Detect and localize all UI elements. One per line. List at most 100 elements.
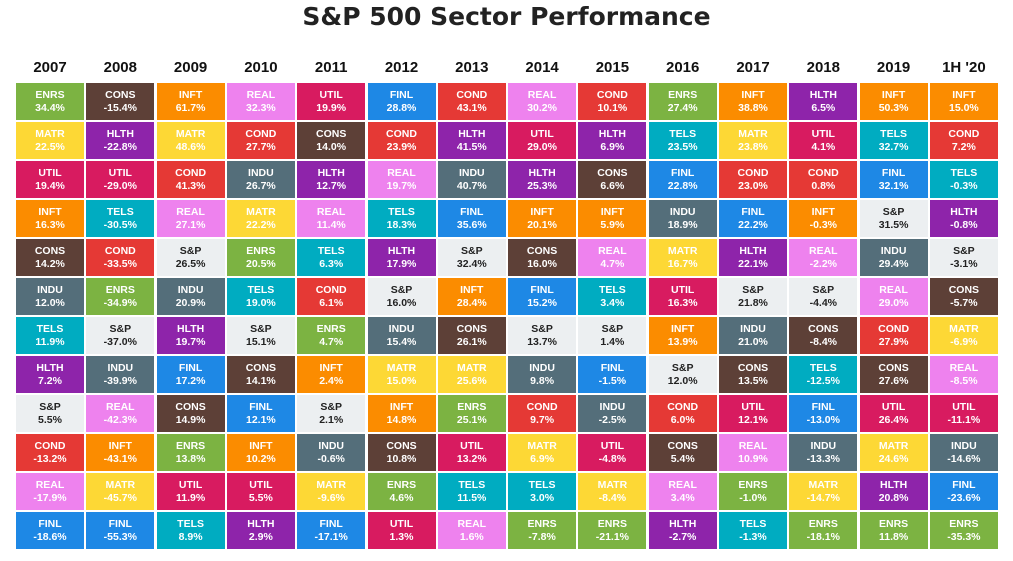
sector-return: 19.4% (35, 180, 65, 192)
sector-label: INDU (880, 245, 907, 257)
sector-return: 32.1% (878, 180, 909, 192)
sector-cell: S&P 32.4% (437, 239, 506, 276)
sector-cell: COND 6.0% (648, 395, 717, 432)
sector-cell: INDU 29.4% (859, 239, 928, 276)
sector-label: REAL (35, 479, 65, 491)
sector-return: -2.7% (668, 531, 697, 543)
sector-cell: COND -33.5% (86, 239, 155, 276)
sector-return: 4.6% (389, 492, 414, 504)
sector-return: 22.1% (738, 258, 768, 270)
sector-return: 16.3% (35, 219, 65, 231)
sector-label: UTIL (460, 440, 484, 452)
sector-cell: ENRS -1.0% (719, 473, 787, 510)
sector-return: 31.5% (878, 219, 909, 231)
sector-label: HLTH (36, 362, 64, 374)
sector-label: INFT (811, 206, 835, 218)
sector-label: CONS (34, 245, 66, 257)
sector-label: INDU (740, 323, 766, 335)
sector-cell: MATR 16.7% (648, 239, 717, 276)
sector-return: -0.8% (950, 219, 978, 231)
sector-return: 10.8% (386, 453, 417, 465)
sector-label: UTIL (600, 440, 625, 452)
column-header: 2012 (384, 59, 419, 76)
sector-label: ENRS (457, 401, 487, 413)
sector-return: 14.8% (386, 414, 417, 426)
sector-label: COND (526, 401, 558, 413)
sector-label: TELS (809, 362, 837, 374)
sector-label: MATR (316, 479, 346, 491)
sector-cell: HLTH 12.7% (297, 161, 366, 198)
sector-label: COND (34, 440, 66, 452)
sector-return: 5.9% (600, 219, 625, 231)
sector-label: INFT (600, 206, 625, 218)
sector-return: 13.5% (738, 375, 768, 387)
sector-cell: COND 23.0% (719, 161, 787, 198)
sector-cell: COND 6.1% (297, 278, 366, 315)
sector-label: TELS (388, 206, 415, 218)
sector-label: MATR (175, 128, 206, 140)
sector-cell: TELS 8.9% (156, 512, 225, 549)
sector-label: ENRS (176, 440, 206, 452)
sector-label: INFT (319, 362, 343, 374)
sector-cell: S&P 2.1% (297, 395, 366, 432)
sector-cell: INDU 15.4% (367, 317, 436, 354)
sector-label: TELS (880, 128, 908, 140)
sector-return: 19.9% (316, 102, 347, 114)
sector-return: -8.4% (598, 492, 627, 504)
sector-cell: UTIL -29.0% (86, 161, 155, 198)
sector-cell: INDU 9.8% (508, 356, 577, 393)
sector-label: FINL (108, 518, 132, 530)
sector-return: -13.2% (33, 453, 67, 465)
sector-return: -14.7% (806, 492, 840, 504)
sector-label: HLTH (669, 518, 697, 530)
sector-return: 7.2% (38, 375, 62, 387)
sector-cell: FINL -18.6% (16, 512, 84, 549)
sector-return: 7.2% (951, 141, 976, 153)
sector-cell: TELS -12.5% (789, 356, 858, 393)
sector-cell: ENRS 20.5% (226, 239, 295, 276)
sector-return: 13.9% (667, 336, 698, 348)
sector-return: 30.2% (527, 102, 557, 114)
sector-label: S&P (953, 245, 975, 257)
sector-return: -8.4% (809, 336, 838, 348)
sector-cell: FINL 22.2% (719, 200, 787, 237)
sector-cell: ENRS -34.9% (86, 278, 155, 315)
sector-return: 27.1% (175, 219, 206, 231)
sector-label: INFT (460, 284, 484, 296)
sector-label: INFT (38, 206, 62, 218)
sector-return: -34.9% (103, 297, 137, 309)
sector-return: -37.0% (103, 336, 137, 348)
sector-label: HLTH (106, 128, 134, 140)
sector-cell: COND 7.2% (929, 122, 998, 159)
sector-label: HLTH (950, 206, 978, 218)
sector-return: 2.1% (319, 414, 344, 426)
sector-label: REAL (527, 89, 557, 101)
sector-cell: CONS -5.7% (929, 278, 998, 315)
sector-label: CONS (175, 401, 206, 413)
sector-label: REAL (879, 284, 908, 296)
sector-label: TELS (106, 206, 134, 218)
sector-cell: COND 23.9% (367, 122, 436, 159)
sector-label: CONS (667, 440, 698, 452)
sector-cell: MATR -6.9% (929, 317, 998, 354)
sector-cell: COND 10.1% (578, 83, 647, 120)
sector-label: INFT (952, 89, 976, 101)
sector-cell: CONS -15.4% (86, 83, 155, 120)
sector-cell: COND 27.7% (226, 122, 295, 159)
sector-label: ENRS (527, 518, 557, 530)
sector-label: UTIL (811, 128, 835, 140)
sector-cell: FINL 28.8% (367, 83, 436, 120)
sector-label: CONS (948, 284, 980, 296)
sector-return: 48.6% (175, 141, 206, 153)
sector-return: 18.9% (667, 219, 698, 231)
sector-label: INDU (248, 167, 274, 179)
sector-return: 26.7% (246, 180, 276, 192)
sector-label: FINL (741, 206, 765, 218)
sector-return: -15.4% (103, 102, 137, 114)
sector-return: -12.5% (806, 375, 840, 387)
sector-cell: COND 9.7% (508, 395, 577, 432)
sector-label: REAL (316, 206, 346, 218)
sector-label: CONS (526, 245, 558, 257)
sector-cell: UTIL 26.4% (859, 395, 928, 432)
sector-return: 16.7% (667, 258, 698, 270)
